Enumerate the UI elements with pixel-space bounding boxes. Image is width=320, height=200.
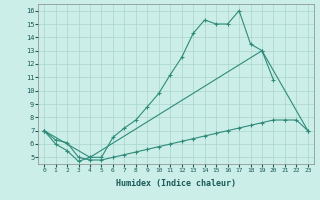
X-axis label: Humidex (Indice chaleur): Humidex (Indice chaleur) bbox=[116, 179, 236, 188]
